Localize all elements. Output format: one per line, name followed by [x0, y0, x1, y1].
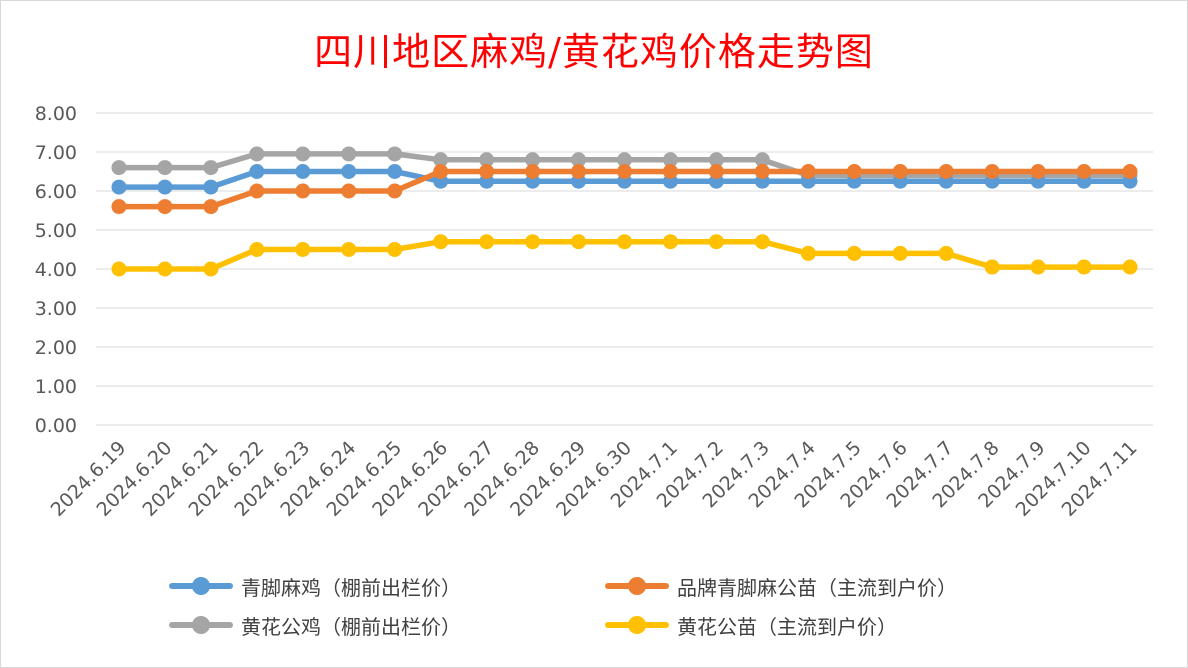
data-point [525, 164, 541, 179]
legend-item: 黄花公苗（主流到户价） [605, 610, 897, 640]
data-point [203, 179, 219, 195]
data-point [846, 245, 862, 261]
data-point [617, 234, 632, 250]
data-point [479, 164, 495, 179]
data-point [433, 234, 449, 250]
data-point [111, 199, 127, 215]
y-tick-label: 7.00 [35, 142, 77, 164]
y-axis-tick-labels: 0.00 1.00 2.00 3.00 4.00 5.00 6.00 7.00 8.00 [35, 103, 77, 437]
data-point [295, 164, 311, 179]
data-point [479, 234, 495, 250]
legend-item: 青脚麻鸡（棚前出栏价） [169, 571, 461, 601]
data-point [708, 234, 724, 250]
data-point [157, 199, 173, 215]
data-point [479, 152, 495, 168]
data-point [617, 164, 632, 179]
y-tick-label: 8.00 [35, 103, 77, 125]
y-tick-label: 6.00 [35, 181, 77, 203]
data-point [984, 164, 1000, 179]
data-point [249, 183, 265, 199]
data-point [984, 259, 1000, 275]
data-point [387, 183, 403, 199]
data-point [800, 164, 816, 179]
data-point [754, 152, 770, 168]
data-point [249, 242, 265, 257]
data-point [1076, 259, 1092, 275]
data-point [387, 164, 403, 179]
data-point [617, 152, 632, 168]
legend-swatch [605, 610, 669, 640]
data-point [708, 152, 724, 168]
data-point [157, 179, 173, 195]
line-chart-plot: 0.00 1.00 2.00 3.00 4.00 5.00 6.00 7.00 8.00 202… [35, 103, 1153, 521]
legend-item: 品牌青脚麻公苗（主流到户价） [605, 571, 957, 601]
data-point [938, 245, 954, 261]
data-point [1076, 164, 1092, 179]
data-point [1122, 164, 1138, 179]
data-point [203, 160, 219, 176]
legend-swatch [169, 571, 233, 601]
data-point [341, 242, 357, 257]
y-tick-label: 4.00 [35, 259, 77, 281]
data-point [754, 164, 770, 179]
y-tick-label: 0.00 [35, 415, 77, 437]
data-point [249, 146, 265, 162]
data-point [754, 234, 770, 250]
data-point [341, 146, 357, 162]
data-point [203, 199, 219, 215]
legend: 青脚麻鸡（棚前出栏价） 品牌青脚麻公苗（主流到户价） 黄花公鸡（棚前出栏价） 黄花公苗… [1, 567, 1187, 647]
data-point [571, 152, 587, 168]
data-point [433, 152, 449, 168]
chart-title: 四川地区麻鸡/黄花鸡价格走势图 [314, 30, 874, 74]
series-1 [111, 164, 1138, 215]
data-point [111, 261, 127, 277]
y-tick-label: 3.00 [35, 298, 77, 320]
data-point [1030, 164, 1046, 179]
legend-label: 品牌青脚麻公苗（主流到户价） [677, 575, 957, 600]
legend-label: 青脚麻鸡（棚前出栏价） [241, 575, 461, 600]
data-point [525, 152, 541, 168]
legend-label: 黄花公鸡（棚前出栏价） [241, 614, 461, 639]
data-point [295, 183, 311, 199]
data-point [662, 164, 678, 179]
x-axis-tick-labels: 2024.6.192024.6.202024.6.212024.6.222024… [47, 437, 1142, 521]
data-point [249, 164, 265, 179]
data-point [846, 164, 862, 179]
data-point [708, 164, 724, 179]
legend-item: 黄花公鸡（棚前出栏价） [169, 610, 461, 640]
y-tick-label: 5.00 [35, 220, 77, 242]
series-lines [111, 146, 1138, 277]
data-point [892, 245, 908, 261]
legend-label: 黄花公苗（主流到户价） [677, 614, 897, 639]
data-point [295, 242, 311, 257]
y-tick-label: 1.00 [35, 376, 77, 398]
legend-swatch [169, 610, 233, 640]
data-point [938, 164, 954, 179]
data-point [341, 183, 357, 199]
data-point [111, 179, 127, 195]
data-point [157, 160, 173, 176]
data-point [525, 234, 541, 250]
data-point [157, 261, 173, 277]
data-point [1030, 259, 1046, 275]
data-point [800, 245, 816, 261]
data-point [111, 160, 127, 176]
series-3 [111, 234, 1138, 277]
data-point [203, 261, 219, 277]
legend-swatch [605, 571, 669, 601]
data-point [387, 242, 403, 257]
data-point [662, 152, 678, 168]
data-point [341, 164, 357, 179]
data-point [571, 234, 587, 250]
data-point [892, 164, 908, 179]
data-point [387, 146, 403, 162]
y-tick-label: 2.00 [35, 337, 77, 359]
data-point [295, 146, 311, 162]
data-point [662, 234, 678, 250]
data-point [1122, 259, 1138, 275]
data-point [433, 164, 449, 179]
data-point [571, 164, 587, 179]
